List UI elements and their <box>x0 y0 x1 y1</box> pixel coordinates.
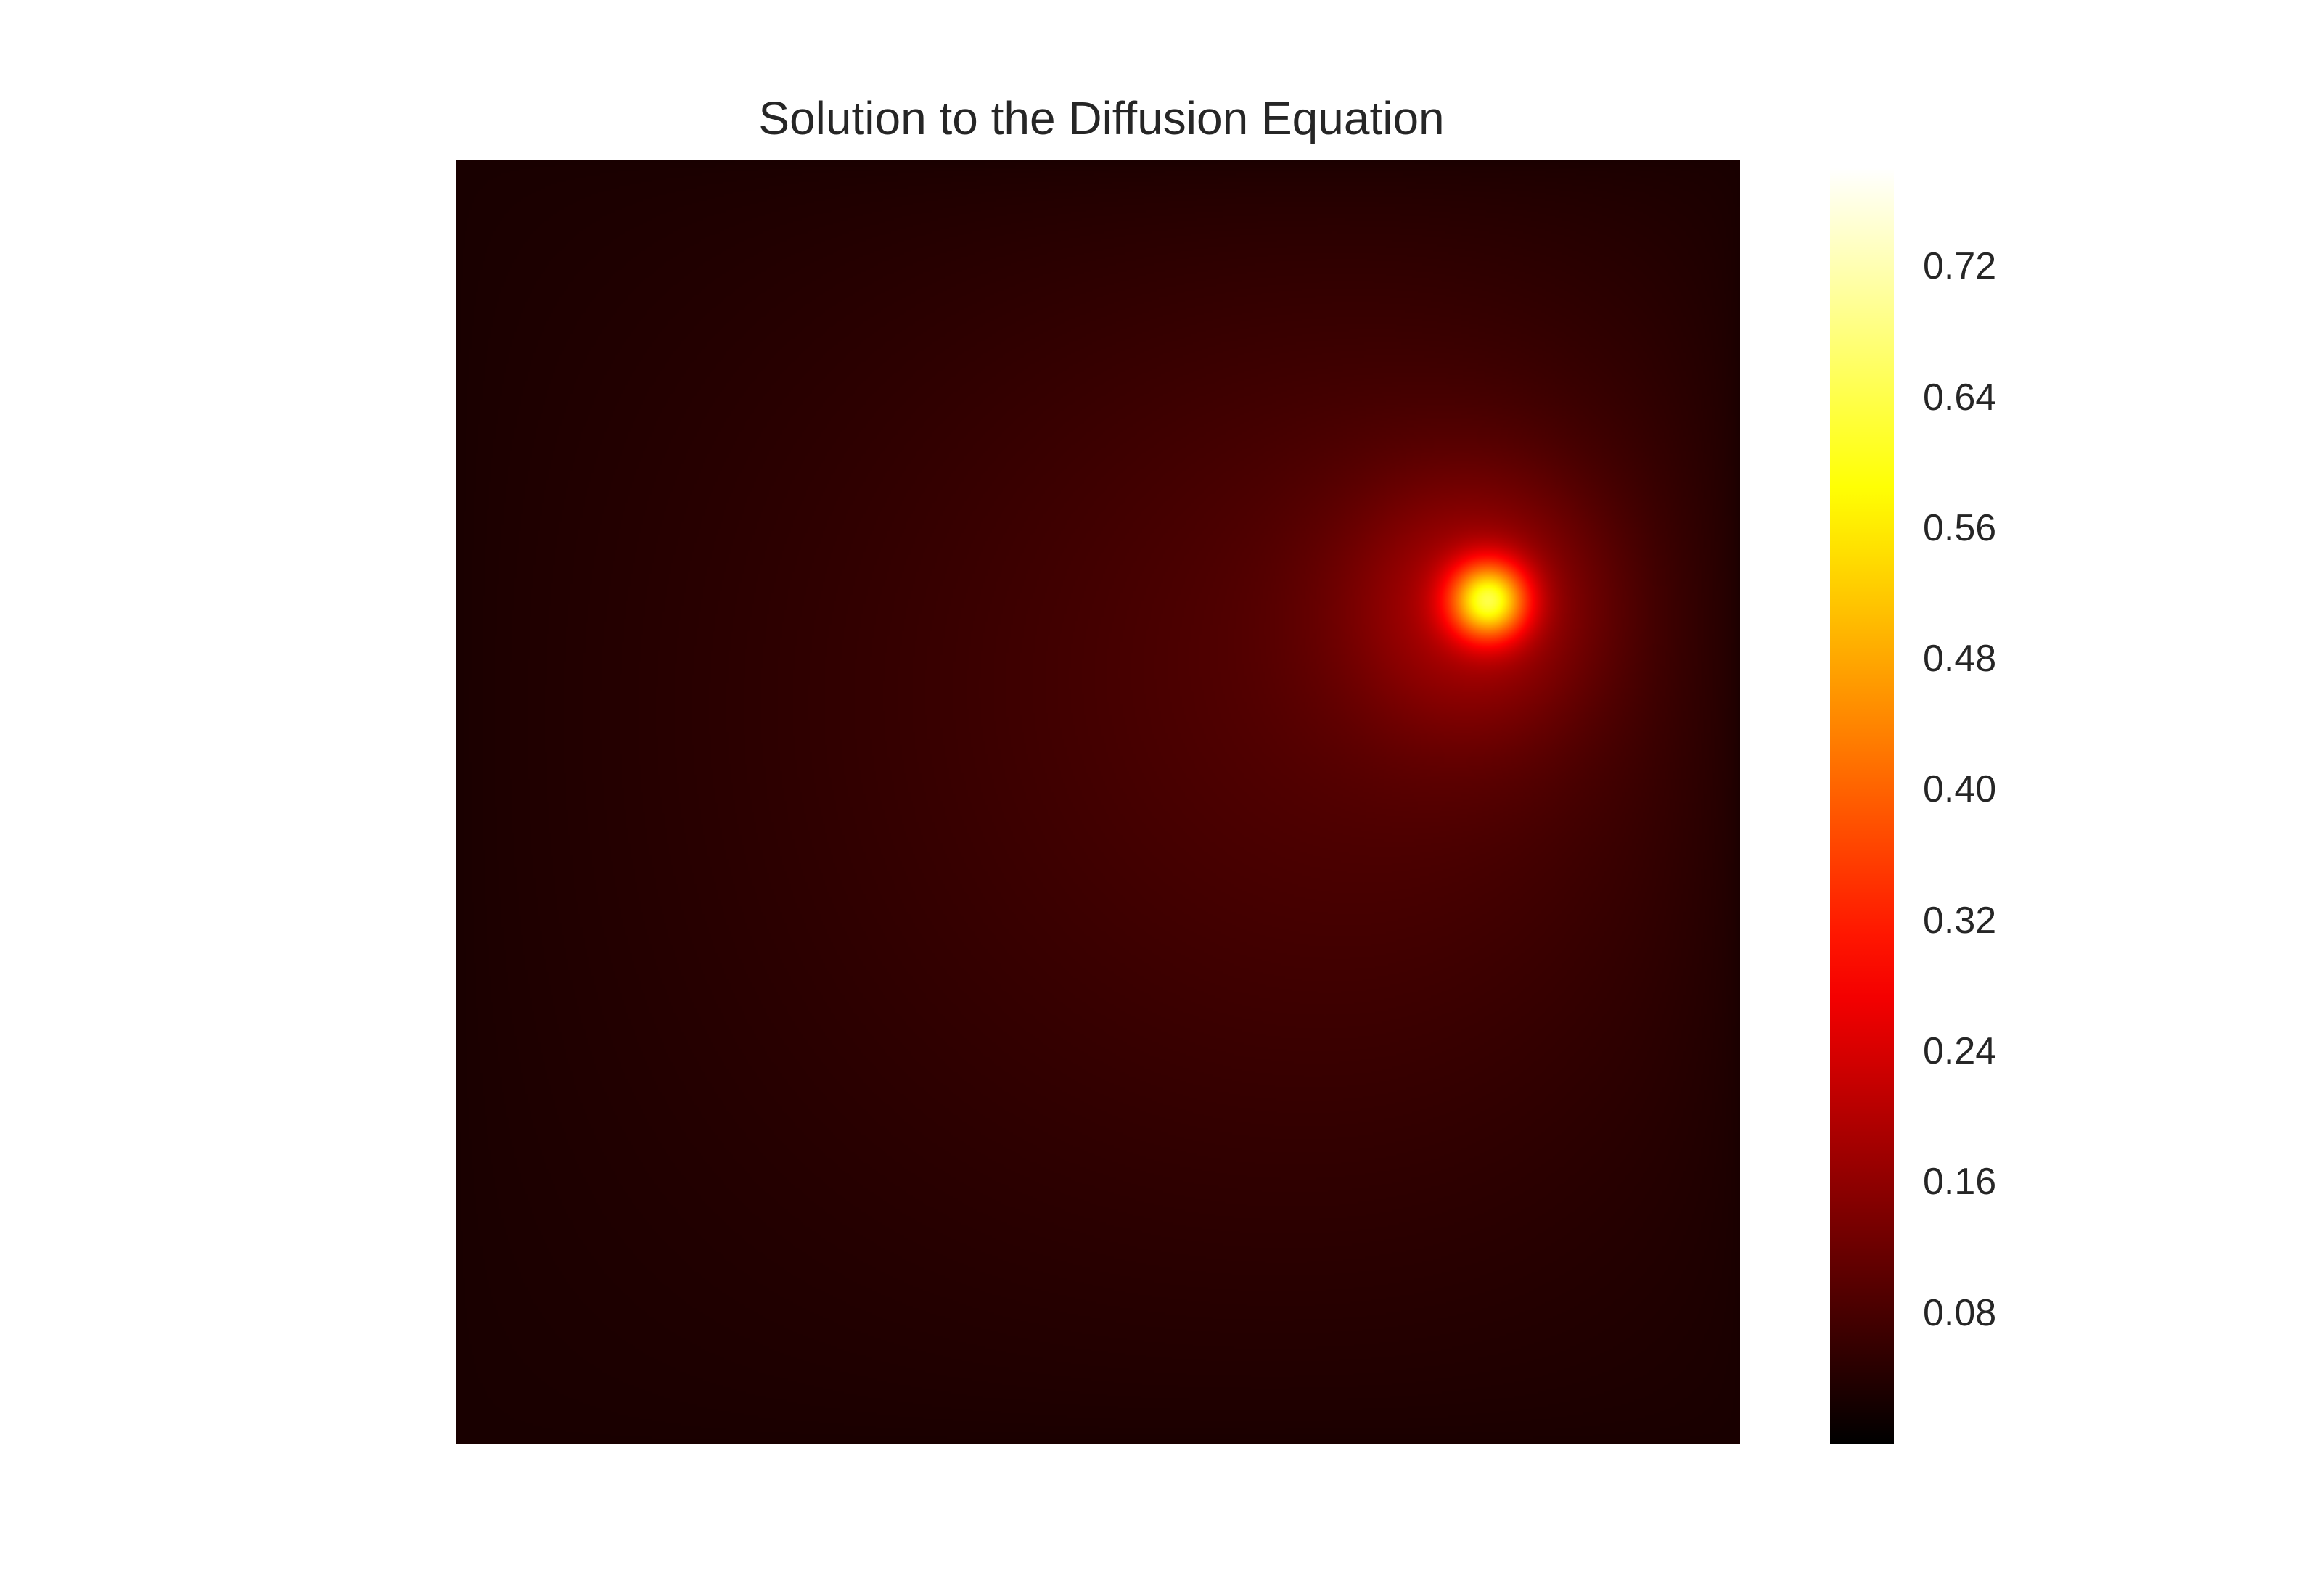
colorbar-tick-label: 0.32 <box>1923 899 1997 942</box>
colorbar-tick-label: 0.64 <box>1923 376 1997 419</box>
colorbar <box>1830 168 1894 1444</box>
colorbar-tick-label: 0.72 <box>1923 245 1997 288</box>
colorbar-tick-label: 0.56 <box>1923 506 1997 549</box>
chart-title: Solution to the Diffusion Equation <box>758 92 1445 144</box>
heatmap-image <box>456 160 1740 1444</box>
colorbar-tick-label: 0.16 <box>1923 1161 1997 1204</box>
colorbar-gradient <box>1830 168 1894 1444</box>
colorbar-tick-label: 0.48 <box>1923 638 1997 680</box>
heatmap-plot-area <box>456 160 1740 1444</box>
colorbar-tick-label: 0.24 <box>1923 1030 1997 1073</box>
colorbar-tick-label: 0.40 <box>1923 768 1997 811</box>
colorbar-tick-label: 0.08 <box>1923 1291 1997 1334</box>
